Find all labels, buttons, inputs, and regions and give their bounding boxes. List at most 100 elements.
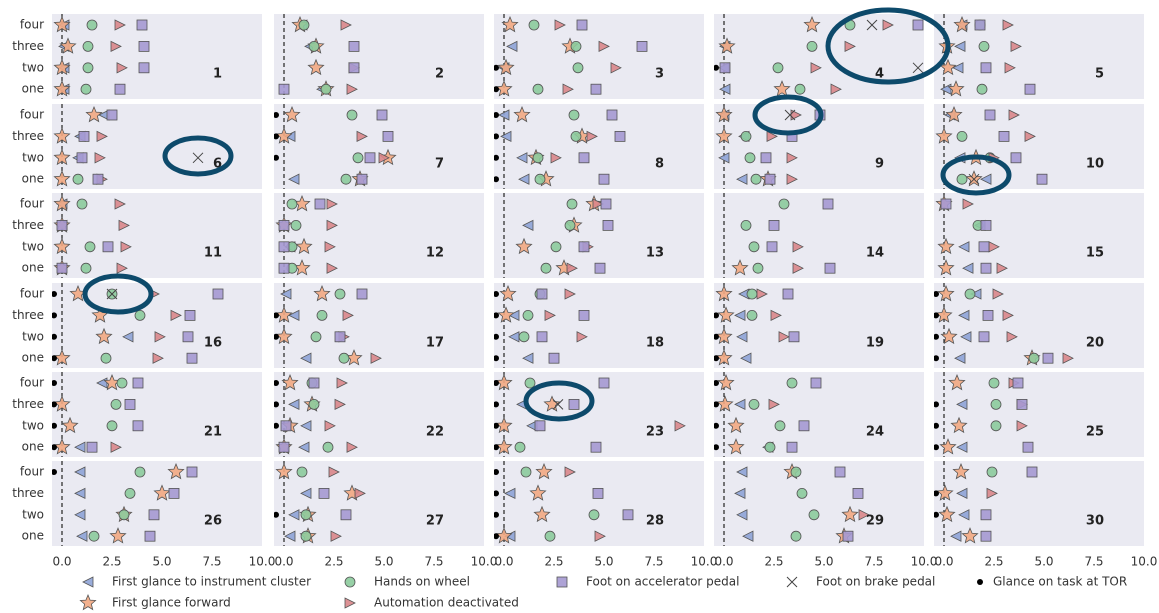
marker-star — [513, 105, 531, 123]
marker-square — [1016, 398, 1028, 410]
marker-dot — [714, 355, 719, 362]
marker-dot — [274, 422, 279, 429]
x-tick-label: 10.0 — [1131, 555, 1158, 569]
marker-star — [716, 395, 734, 412]
marker-star — [727, 416, 745, 434]
category-label: one — [22, 351, 44, 365]
marker-square — [278, 262, 290, 274]
marker-triangle — [504, 487, 516, 500]
marker-circle — [338, 352, 350, 364]
marker-triangle — [1010, 40, 1022, 53]
marker-circle — [566, 198, 578, 210]
marker-star — [727, 438, 745, 455]
marker-triangle — [354, 487, 366, 500]
marker-circle — [296, 466, 308, 478]
marker-triangle — [594, 530, 606, 542]
marker-triangle — [956, 487, 968, 500]
marker-star — [499, 284, 517, 302]
marker-circle — [978, 41, 990, 52]
marker-triangle — [1002, 309, 1014, 322]
panel-number: 30 — [1086, 514, 1104, 529]
marker-square — [308, 377, 320, 389]
marker-star — [533, 505, 551, 523]
marker-triangle — [340, 19, 352, 31]
marker-dot — [714, 380, 719, 386]
marker-triangle — [300, 487, 312, 500]
panel-number: 3 — [655, 67, 664, 82]
marker-square — [340, 509, 352, 521]
marker-square — [376, 109, 388, 121]
marker-star — [717, 306, 735, 323]
panel-background — [934, 14, 1144, 99]
marker-square — [764, 173, 776, 185]
marker-triangle — [1006, 331, 1018, 343]
marker-triangle — [288, 398, 300, 411]
marker-circle — [988, 377, 1000, 389]
marker-triangle — [346, 83, 358, 95]
marker-square — [56, 262, 68, 274]
x-tick-label: 7.5 — [1084, 555, 1103, 569]
panel-background — [274, 283, 484, 368]
marker-dot — [494, 355, 499, 362]
marker-triangle — [736, 466, 748, 478]
marker-triangle — [326, 219, 338, 232]
marker-triangle — [114, 198, 126, 210]
highlight — [825, 7, 951, 85]
marker-dot — [274, 511, 279, 518]
panel-number: 8 — [655, 157, 664, 172]
marker-square — [124, 398, 136, 410]
marker-star — [495, 80, 513, 97]
marker-star — [938, 505, 956, 523]
marker-square — [578, 309, 590, 321]
marker-dot — [494, 86, 499, 93]
marker-circle — [964, 288, 976, 300]
marker-square — [980, 530, 992, 542]
marker-circle — [808, 509, 820, 521]
marker-square — [212, 288, 224, 300]
x-tick-label: 2.5 — [984, 555, 1003, 569]
panel-number: 9 — [875, 157, 884, 172]
marker-triangle — [280, 288, 292, 300]
marker-dot — [934, 291, 939, 297]
marker-triangle — [734, 487, 746, 500]
marker-triangle — [110, 441, 122, 453]
marker-square — [576, 19, 588, 31]
panel — [714, 14, 924, 99]
marker-square — [138, 62, 150, 74]
marker-star — [717, 373, 735, 391]
category-label: one — [22, 82, 44, 96]
panel — [52, 372, 144, 457]
marker-dot — [52, 444, 57, 451]
marker-square — [144, 530, 156, 542]
marker-square — [719, 62, 731, 74]
panel-background — [494, 283, 704, 368]
marker-triangle — [116, 62, 128, 74]
marker-square — [1026, 466, 1038, 478]
panel-number: 28 — [646, 514, 664, 529]
marker-circle — [772, 62, 784, 74]
marker-circle — [790, 466, 802, 478]
marker-star — [85, 105, 103, 123]
marker-triangle — [718, 152, 730, 164]
marker-square — [978, 241, 990, 253]
marker-triangle — [996, 262, 1008, 274]
marker-triangle — [74, 509, 86, 521]
panel — [274, 283, 382, 368]
marker-circle — [298, 19, 310, 31]
panel-number: 1 — [213, 67, 222, 82]
panel — [714, 372, 822, 457]
x-tick-label: 5.0 — [594, 555, 613, 569]
marker-square — [182, 331, 194, 343]
marker-square — [912, 19, 924, 31]
marker-triangle — [74, 441, 86, 453]
panel-number: 22 — [426, 425, 444, 440]
marker-dot — [274, 133, 279, 140]
marker-star — [501, 15, 519, 33]
x-tick-label: 5.0 — [374, 555, 393, 569]
marker-circle — [534, 173, 546, 185]
marker-square — [186, 466, 198, 478]
marker-triangle — [344, 597, 356, 609]
panel — [494, 372, 686, 457]
marker-square — [548, 352, 560, 364]
